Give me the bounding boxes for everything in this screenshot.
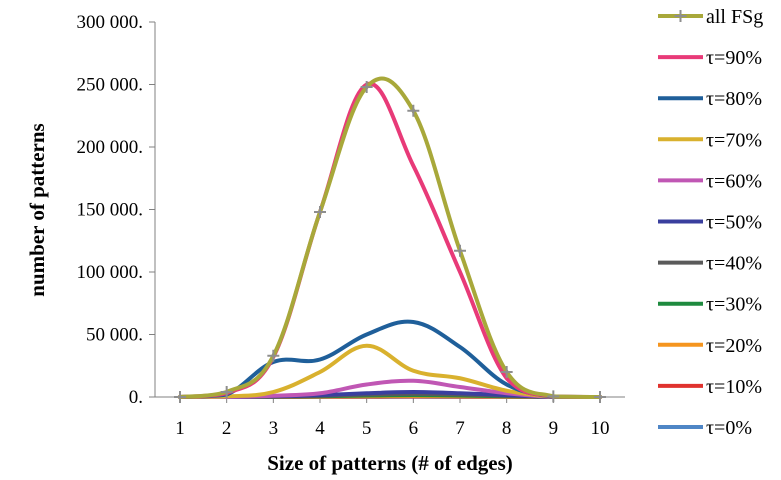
- y-tick-label: 0.: [129, 387, 143, 408]
- series-lines: [178, 76, 602, 399]
- legend-label: all FSg: [706, 6, 763, 28]
- y-ticks: 0. 50 000. 100 000. 150 000. 200 000. 250 000…: [77, 12, 155, 408]
- axes: [154, 22, 625, 398]
- legend: all FSg τ=90% τ=80% τ=70% τ=60% τ=50% τ=40% τ=3…: [658, 6, 763, 439]
- y-tick-label: 50 000.: [86, 325, 143, 346]
- y-tick-label: 200 000.: [77, 137, 144, 158]
- x-axis-title: Size of patterns (# of edges): [267, 451, 513, 475]
- legend-entry: τ=40%: [658, 253, 762, 275]
- series-point-marker: [594, 391, 606, 403]
- series-point-marker: [267, 349, 280, 362]
- legend-entry: τ=90%: [658, 47, 762, 69]
- legend-label: τ=10%: [706, 376, 762, 398]
- x-tick-label: 5: [362, 418, 372, 439]
- series-line: [178, 81, 602, 399]
- legend-entry: τ=20%: [658, 335, 762, 357]
- x-tick-label: 10: [591, 418, 610, 439]
- legend-entry: τ=30%: [658, 294, 762, 316]
- series-point-marker: [454, 244, 466, 257]
- series-point-marker: [500, 366, 513, 378]
- legend-entry: τ=50%: [658, 212, 762, 234]
- legend-label: τ=60%: [706, 170, 762, 192]
- y-axis-title: number of patterns: [25, 123, 49, 296]
- x-tick-label: 2: [222, 418, 232, 439]
- x-tick-label: 1: [175, 418, 185, 439]
- series-point-marker: [360, 81, 373, 93]
- series-point-marker: [407, 104, 420, 117]
- legend-entry: τ=0%: [658, 417, 752, 439]
- legend-label: τ=0%: [706, 417, 752, 439]
- x-tick-label: 8: [502, 418, 512, 439]
- x-tick-label: 9: [549, 418, 559, 439]
- series-markers: [174, 81, 606, 403]
- legend-entry: τ=10%: [658, 376, 762, 398]
- x-ticks: 1 2 3 4 5 6 7 8 9 10: [175, 397, 610, 439]
- x-tick-label: 7: [455, 418, 465, 439]
- y-tick-label: 150 000.: [77, 200, 144, 221]
- legend-label: τ=50%: [706, 212, 762, 234]
- x-tick-label: 6: [409, 418, 419, 439]
- legend-label: τ=40%: [706, 253, 762, 275]
- legend-label: τ=30%: [706, 294, 762, 316]
- legend-label: τ=90%: [706, 47, 762, 69]
- legend-entry: all FSg: [658, 6, 763, 28]
- legend-entry: τ=80%: [658, 88, 762, 110]
- legend-label: τ=80%: [706, 88, 762, 110]
- y-tick-label: 300 000.: [77, 12, 144, 33]
- y-tick-label: 100 000.: [77, 262, 144, 283]
- series-point-marker: [220, 386, 233, 398]
- x-tick-label: 4: [315, 418, 325, 439]
- legend-label: τ=20%: [706, 335, 762, 357]
- series-line: [178, 76, 602, 399]
- series-point-marker: [547, 390, 560, 403]
- legend-entry: τ=70%: [658, 129, 762, 151]
- legend-entry: τ=60%: [658, 170, 762, 192]
- legend-label: τ=70%: [706, 129, 762, 151]
- x-tick-label: 3: [269, 418, 279, 439]
- y-tick-label: 250 000.: [77, 75, 144, 96]
- series-point-marker: [174, 391, 186, 403]
- series-point-marker: [314, 206, 326, 218]
